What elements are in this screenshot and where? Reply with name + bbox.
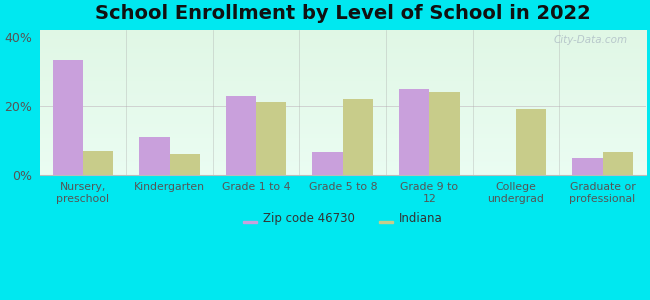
Bar [53,59,83,175]
Bar [256,103,287,175]
Text: City-Data.com: City-Data.com [554,34,628,45]
Bar [139,137,170,175]
Bar [313,152,343,175]
Bar [399,89,430,175]
Bar [516,110,546,175]
Title: School Enrollment by Level of School in 2022: School Enrollment by Level of School in … [95,4,591,23]
Bar [343,99,373,175]
Bar [572,158,603,175]
Bar [83,151,113,175]
Bar [430,92,460,175]
Bar [603,152,633,175]
Bar [226,96,256,175]
Legend: Zip code 46730, Indiana: Zip code 46730, Indiana [239,207,447,230]
Bar [170,154,200,175]
